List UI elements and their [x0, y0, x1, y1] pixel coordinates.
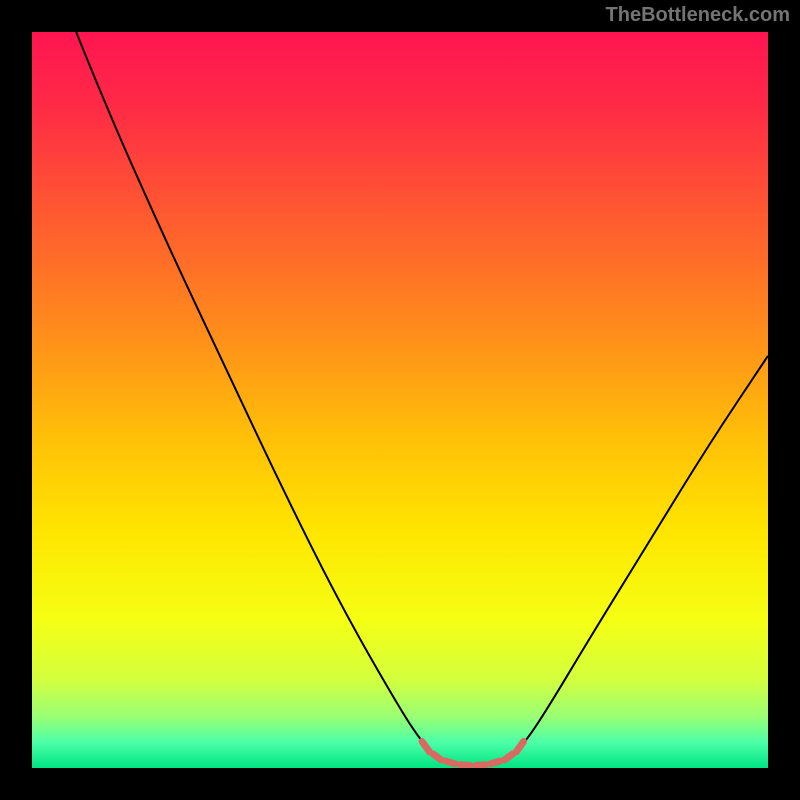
- highlight-segment: [433, 754, 441, 760]
- gradient-background: [32, 32, 768, 768]
- highlight-segment: [491, 761, 501, 764]
- highlight-segment: [460, 765, 470, 766]
- plot-area: [32, 32, 768, 768]
- plot-svg: [32, 32, 768, 768]
- highlight-segment: [476, 765, 486, 766]
- highlight-segment: [446, 761, 456, 764]
- highlight-segment: [505, 754, 513, 760]
- watermark-text: TheBottleneck.com: [606, 4, 790, 27]
- chart-frame: TheBottleneck.com: [0, 0, 800, 800]
